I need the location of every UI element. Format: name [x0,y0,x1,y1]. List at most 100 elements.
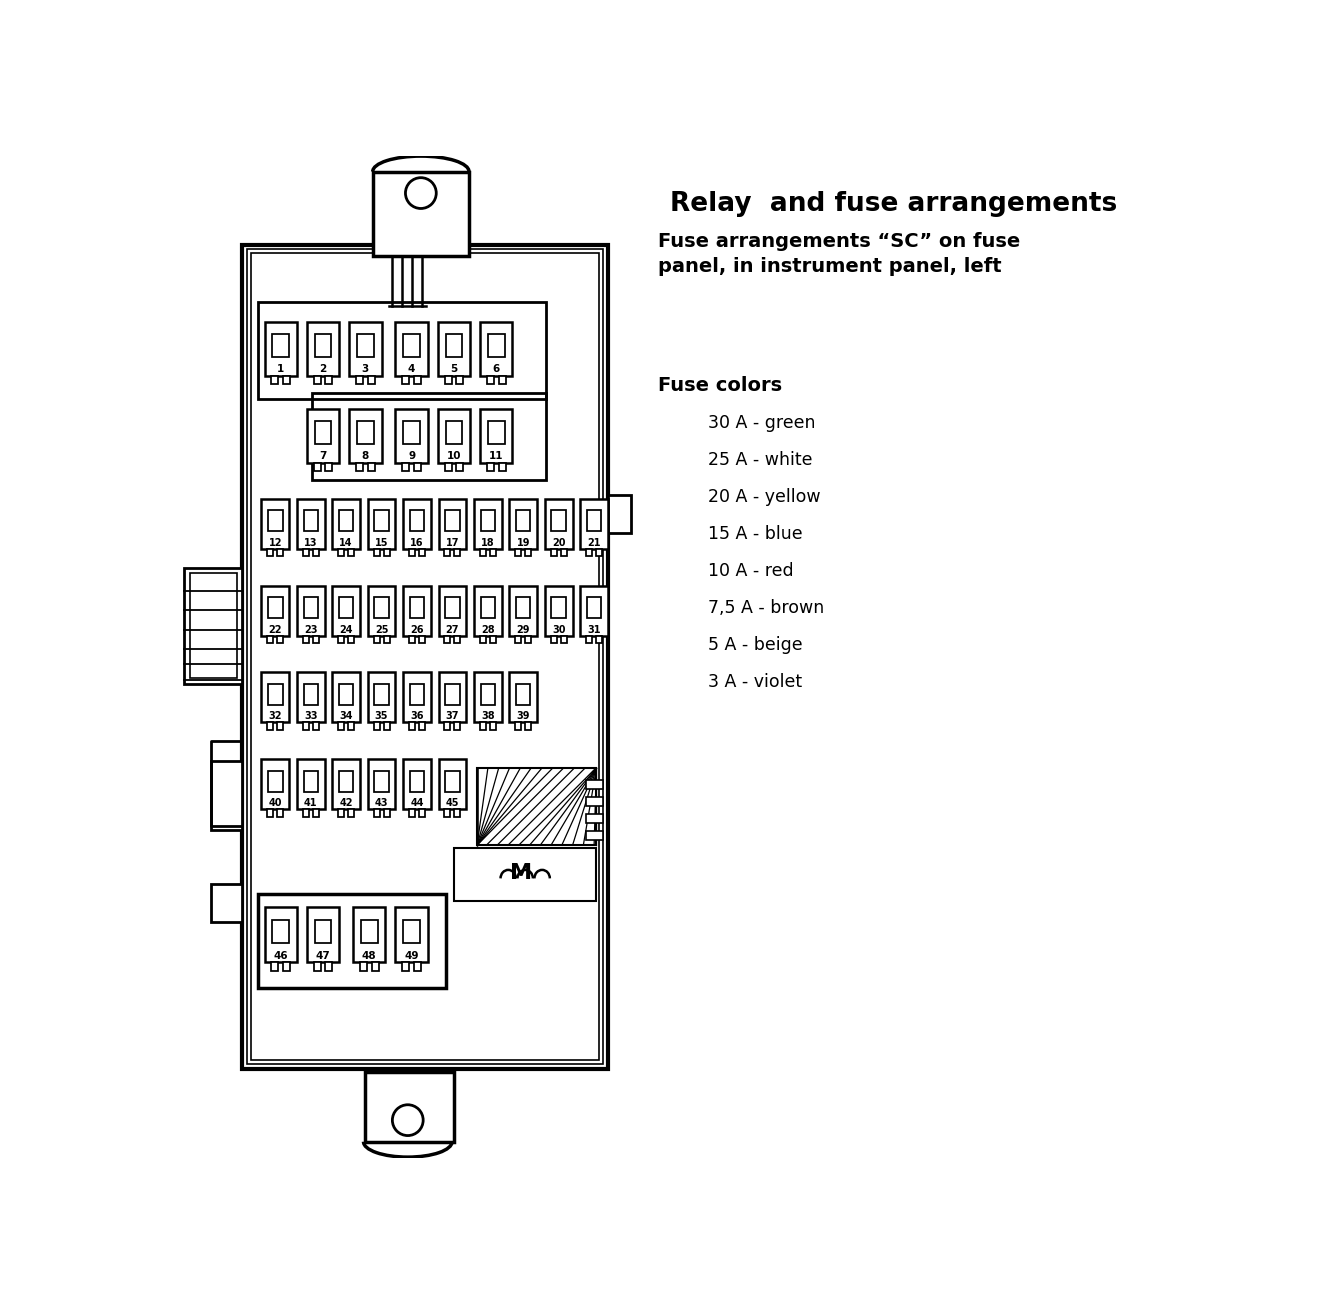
Bar [247,250,603,1064]
Bar [439,585,467,636]
Bar [410,770,424,791]
Text: 20 A - yellow: 20 A - yellow [708,488,821,506]
Bar [325,463,333,471]
Bar [480,409,512,463]
Bar [268,597,282,618]
Bar [268,770,282,791]
Bar [338,636,345,643]
Bar [333,585,361,636]
Bar [302,722,309,730]
Bar [516,722,521,730]
Bar [403,585,431,636]
Bar [374,770,389,791]
Bar [304,770,318,791]
Bar [383,549,390,557]
Bar [516,597,530,618]
Bar [272,963,278,971]
Bar [314,963,321,971]
Bar [408,549,415,557]
Text: 40: 40 [269,798,282,808]
Bar [373,172,469,256]
Bar [408,722,415,730]
Bar [304,597,318,618]
Bar [314,463,321,471]
Text: 37: 37 [446,710,459,721]
Bar [304,683,318,705]
Bar [552,510,566,531]
Text: 18: 18 [481,537,495,548]
Bar [408,809,415,817]
Bar [473,498,501,549]
Bar [339,597,353,618]
Bar [487,463,495,471]
Text: Fuse arrangements “SC” on fuse
panel, in instrument panel, left: Fuse arrangements “SC” on fuse panel, in… [658,232,1020,276]
Text: 27: 27 [446,624,459,635]
Bar [333,498,361,549]
Text: 39: 39 [517,710,530,721]
Bar [395,907,428,963]
Bar [268,809,273,817]
Bar [473,585,501,636]
Bar [525,549,532,557]
Bar [597,636,602,643]
Bar [349,409,382,463]
Bar [306,321,339,376]
Text: 30 A - green: 30 A - green [708,414,815,432]
Bar [581,498,607,549]
Bar [453,847,597,902]
Bar [480,636,485,643]
Bar [455,549,460,557]
Bar [349,549,354,557]
Bar [480,722,485,730]
Bar [552,597,566,618]
Bar [367,585,395,636]
Bar [444,549,451,557]
Bar [313,722,318,730]
Bar [439,758,467,809]
Bar [302,809,309,817]
Bar [374,597,389,618]
Bar [509,498,537,549]
Bar [357,463,363,471]
Bar [446,334,463,356]
Text: 7: 7 [320,451,326,462]
Bar [268,636,273,643]
Bar [272,376,278,384]
Bar [306,409,339,463]
Text: 34: 34 [339,710,353,721]
Bar [410,597,424,618]
Bar [265,321,297,376]
Text: 42: 42 [339,798,353,808]
Bar [268,683,282,705]
Bar [586,779,602,790]
Bar [268,510,282,531]
Bar [499,376,505,384]
Text: 15: 15 [375,537,389,548]
Bar [338,549,345,557]
Bar [190,574,237,678]
Text: 26: 26 [410,624,424,635]
Bar [444,636,451,643]
Bar [480,549,485,557]
Bar [261,758,289,809]
Text: 10: 10 [447,451,461,462]
Bar [509,673,537,722]
Bar [339,510,353,531]
Bar [277,722,284,730]
Bar [282,376,290,384]
Bar [586,796,602,807]
Bar [211,883,243,922]
Bar [268,549,273,557]
Text: 44: 44 [410,798,424,808]
Text: 29: 29 [517,624,530,635]
Bar [444,463,452,471]
Bar [419,809,426,817]
Bar [257,894,447,987]
Text: 36: 36 [410,710,424,721]
Bar [339,770,353,791]
Bar [383,809,390,817]
Bar [395,321,428,376]
Bar [367,498,395,549]
Bar [403,498,431,549]
Text: 23: 23 [304,624,317,635]
